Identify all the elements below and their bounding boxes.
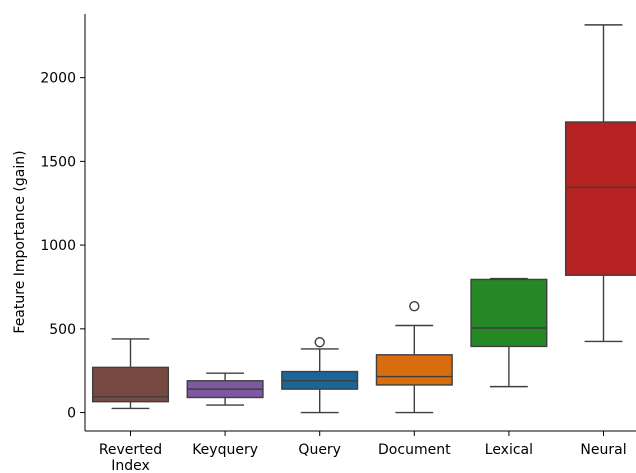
y-tick-label: 1000 — [40, 238, 76, 254]
x-tick-label: Query — [298, 442, 341, 458]
y-tick-label: 2000 — [40, 71, 76, 87]
y-tick-label: 1500 — [40, 154, 76, 170]
x-tick-label: Document — [378, 442, 451, 458]
outlier-point — [314, 337, 325, 348]
box-4 — [470, 278, 548, 348]
x-tick-label: Reverted — [99, 442, 162, 458]
y-tick-label: 500 — [49, 322, 76, 338]
y-tick-label: 0 — [67, 406, 76, 422]
box-3 — [375, 354, 453, 386]
x-tick-label: Keyquery — [192, 442, 258, 458]
y-axis-label: Feature Importance (gain) — [12, 150, 28, 333]
box-5 — [564, 121, 636, 276]
x-tick-label: Neural — [580, 442, 626, 458]
x-tick-label: Index — [111, 458, 150, 473]
outlier-point — [409, 301, 420, 312]
x-tick-label: Lexical — [485, 442, 533, 458]
